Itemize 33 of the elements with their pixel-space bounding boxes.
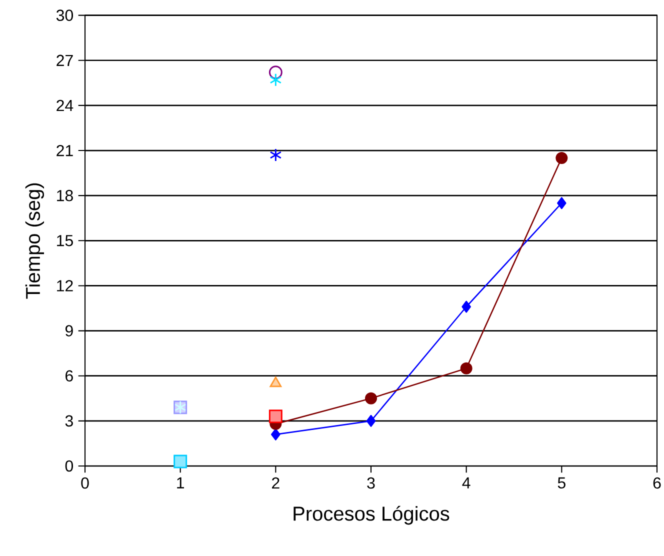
- y-axis-title: Tiempo (seg): [25, 183, 44, 299]
- point: [462, 300, 471, 313]
- point: [270, 376, 282, 388]
- point: [174, 454, 188, 468]
- y-tick-label: 6: [66, 370, 73, 382]
- point: [364, 392, 378, 404]
- point: [270, 148, 282, 162]
- x-axis-title: Procesos Lógicos: [294, 506, 450, 525]
- point: [268, 66, 282, 80]
- y-tick-label: 27: [56, 54, 73, 66]
- y-tick-label: 24: [56, 100, 74, 112]
- y-tick-label: 12: [57, 280, 73, 292]
- y-tick-label: 30: [56, 10, 74, 21]
- point: [268, 410, 282, 424]
- point: [270, 73, 282, 87]
- x-tick-label: 5: [558, 477, 566, 489]
- point: [366, 414, 376, 427]
- x-tick-label: 0: [81, 477, 89, 489]
- y-tick-label: 9: [65, 325, 73, 336]
- y-tick-label: 21: [56, 144, 73, 156]
- x-tick-label: 1: [177, 477, 184, 488]
- x-tick-label: 2: [272, 477, 280, 489]
- x-tick-label: 4: [462, 477, 470, 488]
- y-tick-label: 0: [65, 460, 74, 472]
- point: [270, 428, 280, 440]
- y-tick-label: 15: [57, 235, 73, 246]
- point: [460, 362, 472, 374]
- x-tick-label: 3: [367, 477, 375, 489]
- y-tick-label: 3: [65, 415, 73, 427]
- y-tick-label: 18: [57, 190, 73, 202]
- point: [556, 152, 568, 164]
- x-tick-label: 6: [653, 477, 661, 489]
- point: [556, 197, 566, 210]
